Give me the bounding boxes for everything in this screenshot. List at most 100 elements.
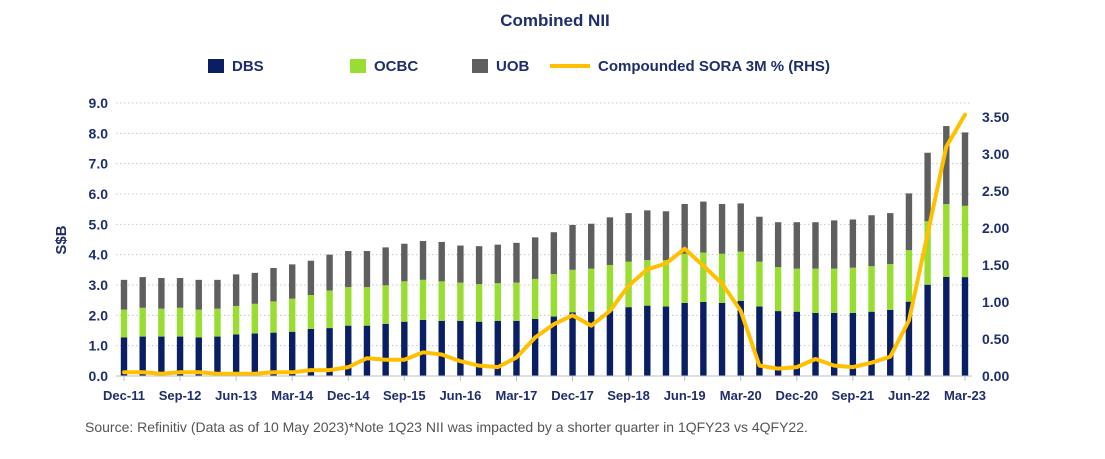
bar-ocbc: [120, 309, 128, 338]
bar-ocbc: [793, 268, 800, 312]
legend-label: Compounded SORA 3M % (RHS): [598, 58, 830, 75]
bar-ocbc: [531, 278, 539, 319]
bar-dbs: [382, 323, 389, 376]
bar-ocbc: [419, 279, 427, 320]
y-tick-label: 8.0: [89, 125, 109, 141]
bar-ocbc: [513, 282, 520, 321]
x-tick-label: Mar-23: [944, 388, 986, 403]
bar-ocbc: [457, 282, 464, 321]
bar-ocbc: [588, 268, 595, 312]
bar-dbs: [868, 311, 875, 376]
bar-ocbc: [251, 303, 259, 334]
bar-uob: [606, 217, 614, 265]
bar-ocbc: [494, 283, 501, 321]
bar-ocbc: [289, 298, 296, 332]
bar-dbs: [494, 320, 501, 376]
bar-uob: [195, 279, 202, 310]
bar-ocbc: [345, 287, 352, 326]
bar-dbs: [139, 336, 146, 376]
bar-uob: [812, 222, 819, 269]
legend-swatch: [208, 59, 224, 73]
legend-item-uob: UOB: [472, 58, 530, 75]
x-tick-label: Sep-15: [383, 388, 426, 403]
bar-uob: [326, 254, 333, 291]
bar-ocbc: [662, 260, 670, 307]
bar-dbs: [830, 312, 838, 376]
legend-swatch: [472, 59, 488, 73]
legend-item-ocbc: OCBC: [350, 58, 418, 75]
bar-dbs: [588, 311, 595, 376]
bar-dbs: [569, 312, 576, 376]
bar-dbs: [531, 318, 539, 376]
y-tick-label: 2.0: [89, 307, 109, 323]
bar-dbs: [644, 305, 651, 376]
x-tick-label: Jun-22: [888, 388, 930, 403]
bar-ocbc: [176, 307, 184, 337]
y-right-tick-label: 0.50: [982, 331, 1009, 347]
bar-dbs: [961, 277, 969, 376]
bar-dbs: [419, 319, 427, 376]
bar-ocbc: [700, 252, 707, 302]
bar-dbs: [662, 306, 670, 376]
bar-dbs: [924, 284, 931, 376]
bar-dbs: [905, 301, 913, 376]
bar-uob: [924, 152, 931, 222]
bar-uob: [569, 224, 576, 270]
bar-dbs: [457, 320, 464, 376]
y-tick-label: 6.0: [89, 186, 109, 202]
bar-ocbc: [363, 287, 371, 326]
bar-ocbc: [326, 290, 333, 329]
bar-ocbc: [887, 264, 894, 310]
bar-dbs: [756, 306, 763, 376]
legend-label: DBS: [232, 58, 264, 75]
bar-dbs: [625, 307, 632, 376]
bar-dbs: [158, 336, 165, 376]
bar-uob: [793, 222, 800, 269]
bar-dbs: [943, 276, 950, 376]
bar-uob: [905, 193, 913, 251]
bar-dbs: [270, 332, 277, 376]
bars: [120, 126, 969, 376]
bar-dbs: [326, 328, 333, 376]
bar-uob: [214, 279, 221, 309]
legend-swatch: [350, 59, 366, 73]
bar-ocbc: [718, 253, 726, 303]
bar-dbs: [363, 325, 371, 376]
bar-dbs: [307, 328, 315, 376]
bar-ocbc: [401, 281, 408, 322]
bar-dbs: [289, 331, 296, 376]
bar-dbs: [513, 320, 520, 376]
bar-ocbc: [644, 260, 651, 306]
bar-dbs: [176, 336, 184, 376]
bar-dbs: [774, 311, 782, 376]
legend-label: UOB: [496, 58, 530, 75]
bar-uob: [120, 279, 128, 310]
bar-uob: [438, 241, 445, 282]
y-tick-label: 7.0: [89, 156, 109, 172]
bar-uob: [550, 232, 558, 275]
x-tick-label: Jun-16: [439, 388, 481, 403]
bar-dbs: [195, 337, 202, 376]
legend-label: OCBC: [374, 58, 418, 75]
bar-dbs: [475, 321, 483, 376]
bar-ocbc: [681, 253, 688, 303]
y-tick-label: 9.0: [89, 95, 109, 111]
y-right-tick-label: 1.50: [982, 257, 1009, 273]
bar-uob: [494, 244, 501, 284]
x-tick-label: Jun-13: [215, 388, 257, 403]
x-tick-label: Dec-11: [103, 388, 145, 403]
bar-dbs: [812, 312, 819, 376]
bar-uob: [270, 268, 277, 302]
bar-uob: [662, 211, 670, 261]
bar-ocbc: [868, 266, 875, 312]
bar-uob: [232, 274, 240, 306]
bar-ocbc: [905, 250, 913, 302]
bar-dbs: [793, 311, 800, 376]
bar-uob: [756, 216, 763, 262]
y-right-tick-label: 2.50: [982, 183, 1009, 199]
y-right-tick-label: 0.00: [982, 368, 1009, 384]
legend-item-compounded: Compounded SORA 3M % (RHS): [550, 58, 830, 75]
y-right-tick-label: 3.00: [982, 146, 1009, 162]
bar-ocbc: [270, 301, 277, 333]
y-tick-label: 5.0: [89, 216, 109, 232]
